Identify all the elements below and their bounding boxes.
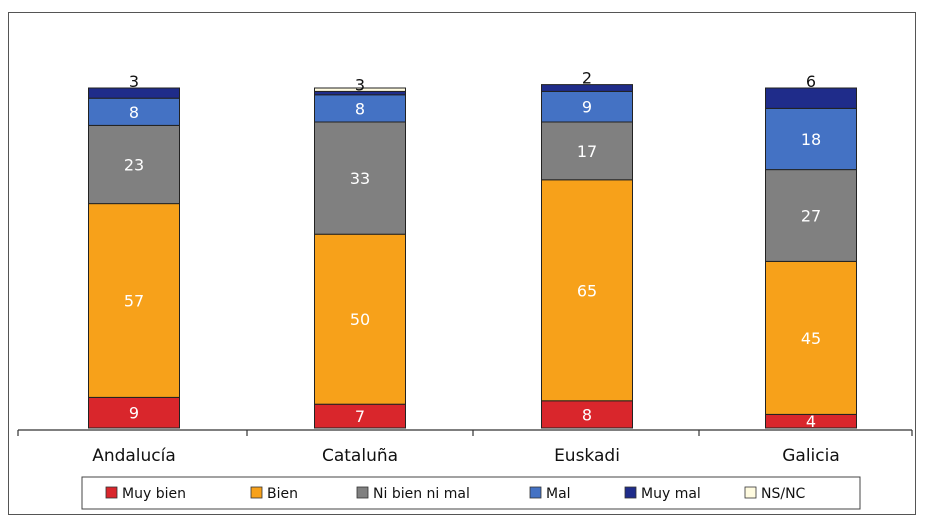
category-label-galicia: Galicia	[782, 446, 840, 466]
legend-swatch-muy-bien	[105, 486, 118, 499]
bar-galicia-bien	[765, 260, 857, 415]
data-label-cataluna-muy-mal: 3	[355, 75, 365, 94]
data-label-andalucia-muy-mal: 3	[129, 72, 139, 91]
data-label-euskadi-ni-bien-ni-mal: 17	[577, 142, 597, 161]
data-label-andalucia-muy-bien: 9	[129, 404, 139, 423]
data-label-andalucia-ni-bien-ni-mal: 23	[124, 156, 144, 175]
category-label-andalucia: Andalucía	[92, 446, 176, 466]
data-label-galicia-mal: 18	[801, 130, 821, 149]
data-label-euskadi-bien: 65	[577, 281, 597, 300]
data-label-euskadi-mal: 9	[582, 98, 592, 117]
data-label-galicia-bien: 45	[801, 329, 821, 348]
data-labels-layer: 9 57 23 8 3 7 50 33 8 3 8 65 17 9 2 4 45 27 18 6	[124, 69, 821, 432]
bar-cataluna-ni-bien-ni-mal	[314, 121, 406, 235]
bar-euskadi-ni-bien-ni-mal	[541, 121, 633, 181]
data-label-euskadi-muy-bien: 8	[582, 405, 592, 424]
legend-swatch-ns-nc	[744, 486, 757, 499]
legend-swatch-ni-bien-ni-mal	[356, 486, 369, 499]
data-label-galicia-muy-bien: 4	[806, 412, 816, 431]
data-label-andalucia-bien: 57	[124, 292, 144, 311]
bar-andalucia-ni-bien-ni-mal	[88, 124, 180, 205]
bar-euskadi-muy-bien	[541, 400, 633, 429]
legend-label-muy-mal: Muy mal	[641, 486, 701, 502]
category-label-cataluna: Cataluña	[322, 446, 398, 466]
data-label-euskadi-muy-mal: 2	[582, 69, 592, 88]
category-labels-layer: Andalucía Cataluña Euskadi Galicia	[92, 446, 840, 466]
legend-swatch-muy-mal	[624, 486, 637, 499]
data-label-cataluna-bien: 50	[350, 310, 370, 329]
bar-galicia-ni-bien-ni-mal	[765, 169, 857, 262]
legend-swatch-mal	[529, 486, 542, 499]
legend-label-ni-bien-ni-mal: Ni bien ni mal	[373, 486, 470, 502]
data-label-andalucia-mal: 8	[129, 103, 139, 122]
legend-label-ns-nc: NS/NC	[761, 486, 806, 502]
data-label-cataluna-muy-bien: 7	[355, 407, 365, 426]
bar-andalucia-muy-bien	[88, 396, 180, 429]
bar-cataluna-bien	[314, 233, 406, 405]
legend-box	[81, 476, 861, 510]
bar-galicia-mal	[765, 107, 857, 171]
bar-andalucia-muy-mal	[88, 87, 180, 99]
data-label-cataluna-ni-bien-ni-mal: 33	[350, 169, 370, 188]
bar-andalucia-mal	[88, 97, 180, 126]
legend-label-mal: Mal	[546, 486, 571, 502]
category-label-euskadi: Euskadi	[554, 446, 620, 466]
data-label-galicia-muy-mal: 6	[806, 72, 816, 91]
bars-layer	[88, 84, 857, 429]
legend-swatch-bien	[250, 486, 263, 499]
data-label-cataluna-mal: 8	[355, 99, 365, 118]
legend: Muy bien Bien Ni bien ni mal Mal Muy mal NS/N…	[81, 476, 861, 510]
x-axis	[17, 429, 913, 436]
bar-cataluna-ns-nc	[314, 87, 406, 92]
data-label-galicia-ni-bien-ni-mal: 27	[801, 207, 821, 226]
legend-label-bien: Bien	[267, 486, 298, 502]
bar-euskadi-muy-mal	[541, 84, 633, 92]
legend-label-muy-bien: Muy bien	[122, 486, 186, 502]
bar-euskadi-bien	[541, 179, 633, 402]
bar-euskadi-mal	[541, 90, 633, 123]
bar-galicia-muy-mal	[765, 87, 857, 109]
